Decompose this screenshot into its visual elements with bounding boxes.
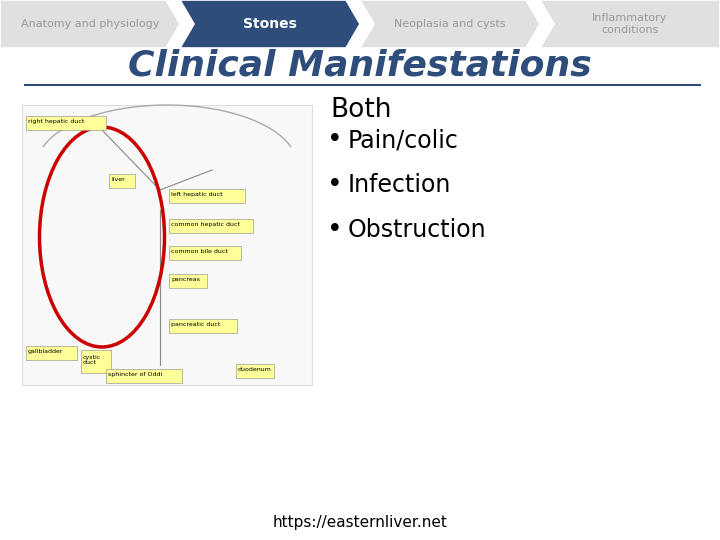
Polygon shape <box>540 0 720 48</box>
Text: common bile duct: common bile duct <box>171 249 228 254</box>
Text: •: • <box>327 172 343 198</box>
Text: •: • <box>327 127 343 153</box>
Text: pancreas: pancreas <box>171 277 200 282</box>
Text: left hepatic duct: left hepatic duct <box>171 192 222 197</box>
Text: Infection: Infection <box>348 173 451 197</box>
Text: Obstruction: Obstruction <box>348 218 487 242</box>
Text: duodenum: duodenum <box>238 367 272 372</box>
Text: Inflammatory
conditions: Inflammatory conditions <box>593 13 667 35</box>
Text: sphincter of Oddi: sphincter of Oddi <box>108 372 162 377</box>
FancyBboxPatch shape <box>168 219 253 233</box>
FancyBboxPatch shape <box>25 346 77 360</box>
Text: Clinical Manifestations: Clinical Manifestations <box>128 48 592 82</box>
Text: right hepatic duct: right hepatic duct <box>28 119 84 124</box>
FancyBboxPatch shape <box>168 246 240 260</box>
FancyBboxPatch shape <box>168 188 245 202</box>
Text: pancreatic duct: pancreatic duct <box>171 322 220 327</box>
Text: https://easternliver.net: https://easternliver.net <box>273 515 447 530</box>
Text: Both: Both <box>330 97 392 123</box>
FancyBboxPatch shape <box>81 349 111 373</box>
Text: Neoplasia and cysts: Neoplasia and cysts <box>395 19 505 29</box>
Polygon shape <box>180 0 360 48</box>
Text: Anatomy and physiology: Anatomy and physiology <box>21 19 159 29</box>
FancyBboxPatch shape <box>235 363 274 377</box>
Text: gallbladder: gallbladder <box>28 349 63 354</box>
Text: cystic
duct: cystic duct <box>83 355 102 366</box>
Text: Pain/colic: Pain/colic <box>348 128 459 152</box>
FancyBboxPatch shape <box>168 319 236 333</box>
Text: Stones: Stones <box>243 17 297 31</box>
FancyBboxPatch shape <box>106 368 182 382</box>
Polygon shape <box>0 0 180 48</box>
Text: •: • <box>327 217 343 243</box>
Polygon shape <box>360 0 540 48</box>
FancyBboxPatch shape <box>109 173 135 187</box>
FancyBboxPatch shape <box>25 116 106 130</box>
FancyBboxPatch shape <box>168 273 207 287</box>
Text: common hepatic duct: common hepatic duct <box>171 222 240 227</box>
FancyBboxPatch shape <box>22 105 312 385</box>
Text: liver: liver <box>111 177 125 182</box>
